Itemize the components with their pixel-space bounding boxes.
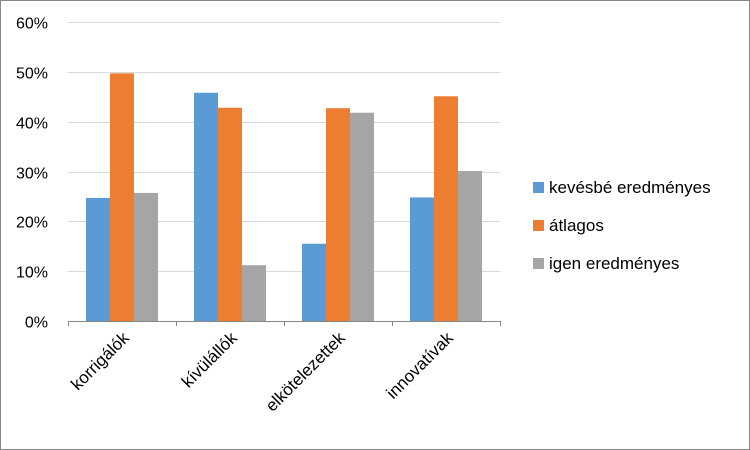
legend: kevésbé eredményes átlagos igen eredményes	[533, 178, 711, 273]
category-label: innovatívak	[383, 328, 458, 403]
y-tick-labels: 0% 10% 20% 30% 40% 50% 60%	[16, 16, 48, 332]
legend-label: igen eredményes	[549, 254, 679, 273]
bar	[350, 112, 374, 322]
category-labels: korrigálók kívülállók elkötelezettek innova…	[67, 328, 457, 415]
bar	[110, 73, 134, 321]
bar	[434, 96, 458, 321]
legend-swatch	[533, 182, 544, 193]
bar	[242, 265, 266, 321]
y-tick-label: 10%	[16, 265, 48, 282]
bar	[326, 108, 350, 321]
y-tick-label: 0%	[25, 315, 48, 332]
bar	[302, 243, 326, 321]
bar	[134, 192, 158, 321]
bar	[86, 197, 110, 321]
category-label: elkötelezettek	[262, 328, 349, 415]
legend-label: átlagos	[549, 216, 604, 235]
legend-swatch	[533, 258, 544, 269]
bars	[86, 73, 482, 322]
bar	[218, 107, 242, 321]
legend-label: kevésbé eredményes	[549, 178, 711, 197]
axes	[68, 321, 501, 326]
y-tick-label: 60%	[16, 16, 48, 33]
bar	[194, 92, 218, 321]
bar	[410, 197, 434, 321]
legend-swatch	[533, 220, 544, 231]
y-tick-label: 20%	[16, 215, 48, 232]
y-tick-label: 30%	[16, 166, 48, 183]
y-tick-label: 40%	[16, 116, 48, 133]
category-label: korrigálók	[67, 328, 133, 394]
bar	[458, 171, 482, 321]
category-label: kívülállók	[178, 328, 241, 391]
y-tick-label: 50%	[16, 66, 48, 83]
